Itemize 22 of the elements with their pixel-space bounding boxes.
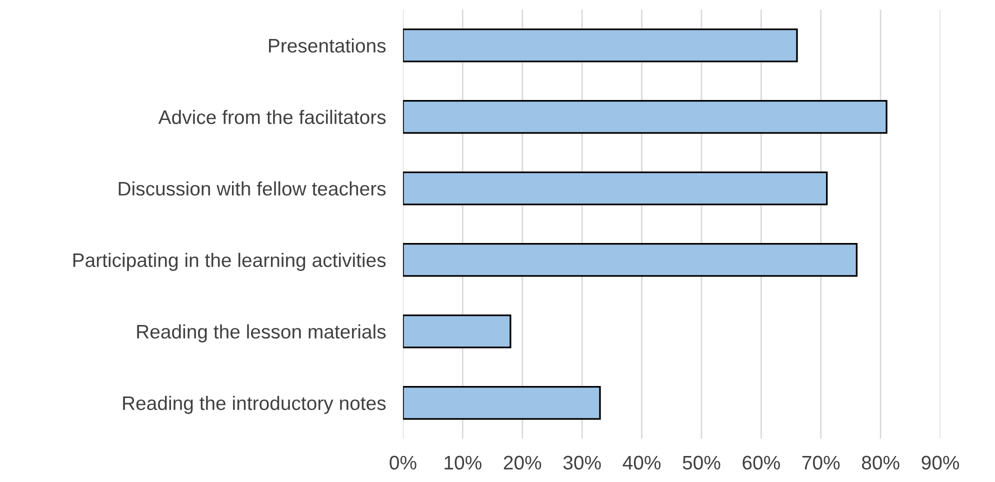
x-tick-label: 90% xyxy=(922,456,960,470)
y-tick-label: Discussion with fellow teachers xyxy=(118,181,386,196)
bar xyxy=(402,100,888,134)
x-tick-label: 0% xyxy=(390,456,416,470)
x-tick-label: 30% xyxy=(563,456,601,470)
y-tick-label: Participating in the learning activities xyxy=(73,252,386,271)
x-tick-label: 80% xyxy=(862,456,900,470)
y-tick-label: Presentations xyxy=(269,38,386,53)
y-tick-label: Reading the lesson materials xyxy=(137,324,386,342)
x-tick-label: 20% xyxy=(504,456,542,470)
x-tick-label: 50% xyxy=(682,456,720,470)
bar xyxy=(402,386,601,420)
bar xyxy=(402,314,512,348)
x-tick-label: 60% xyxy=(742,456,780,470)
y-tick-label: Reading the introductory notes xyxy=(123,396,386,414)
bar xyxy=(402,171,828,206)
y-tick-label: Advice from the facilitators xyxy=(158,110,386,124)
bar xyxy=(402,242,858,277)
x-tick-label: 40% xyxy=(622,456,661,470)
x-tick-label: 10% xyxy=(444,456,482,470)
bar xyxy=(402,28,798,62)
x-tick-label: 70% xyxy=(802,456,840,470)
